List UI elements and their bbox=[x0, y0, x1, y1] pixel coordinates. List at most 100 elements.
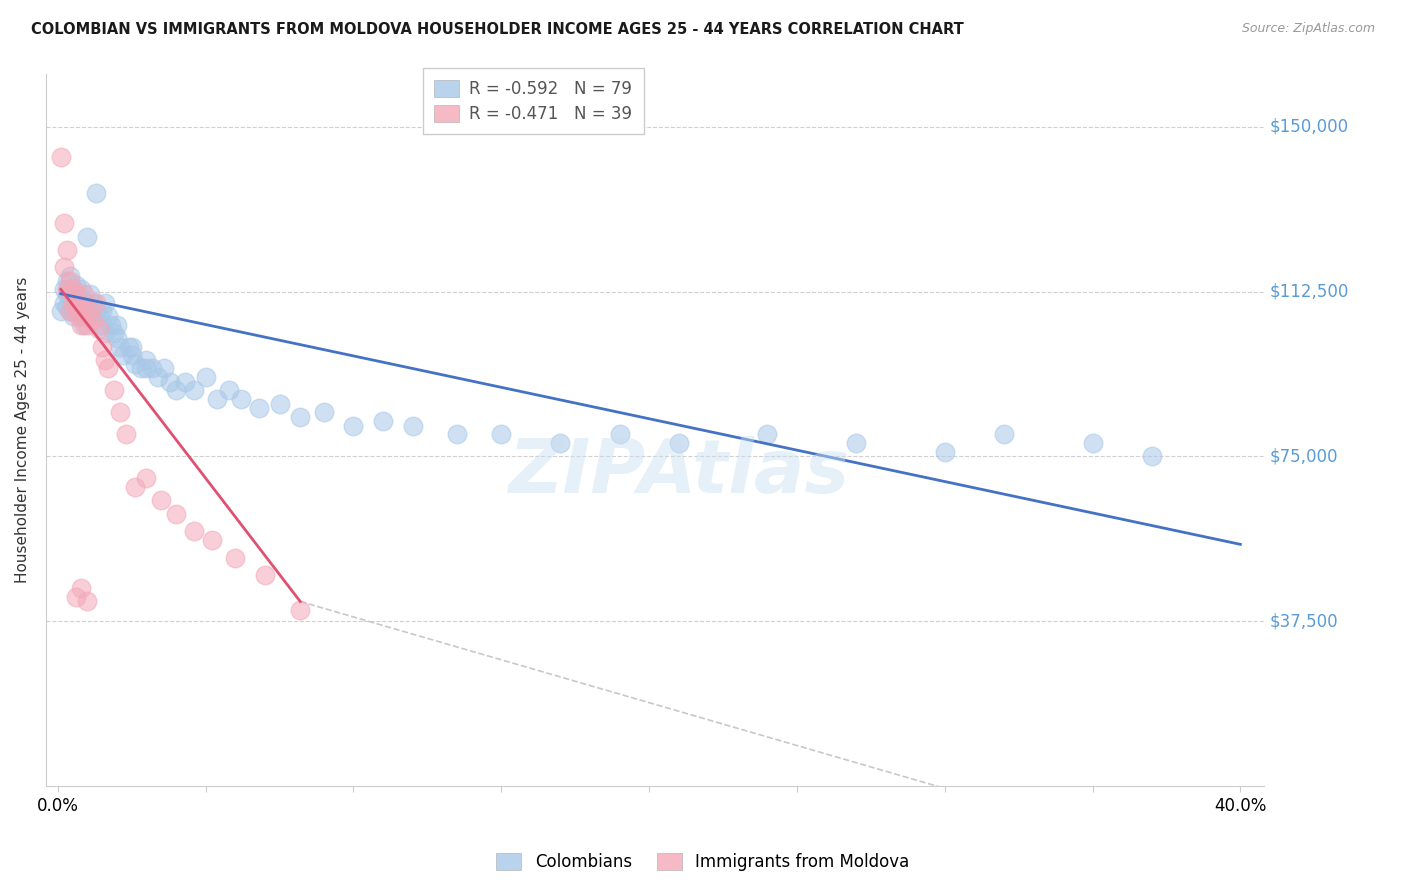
Point bbox=[121, 339, 143, 353]
Point bbox=[153, 361, 176, 376]
Point bbox=[73, 304, 96, 318]
Point bbox=[79, 286, 101, 301]
Point bbox=[446, 427, 468, 442]
Point bbox=[993, 427, 1015, 442]
Point bbox=[845, 436, 868, 450]
Point bbox=[105, 331, 128, 345]
Point bbox=[67, 304, 90, 318]
Text: $75,000: $75,000 bbox=[1270, 448, 1339, 466]
Point bbox=[207, 392, 229, 407]
Point bbox=[129, 361, 152, 376]
Point bbox=[82, 295, 104, 310]
Point bbox=[121, 348, 143, 362]
Point bbox=[62, 282, 84, 296]
Point bbox=[609, 427, 631, 442]
Point bbox=[49, 151, 72, 165]
Point bbox=[59, 274, 82, 288]
Point bbox=[200, 533, 222, 547]
Point bbox=[100, 318, 122, 332]
Point bbox=[135, 352, 157, 367]
Point bbox=[76, 229, 98, 244]
Point bbox=[65, 304, 87, 318]
Point bbox=[62, 309, 84, 323]
Point bbox=[1081, 436, 1104, 450]
Point bbox=[105, 318, 128, 332]
Point bbox=[224, 550, 246, 565]
Point bbox=[73, 304, 96, 318]
Point bbox=[290, 603, 312, 617]
Point bbox=[165, 384, 187, 398]
Point bbox=[94, 295, 117, 310]
Point bbox=[73, 318, 96, 332]
Point bbox=[70, 318, 93, 332]
Point bbox=[141, 361, 163, 376]
Point bbox=[756, 427, 779, 442]
Point bbox=[76, 309, 98, 323]
Point bbox=[269, 397, 291, 411]
Point bbox=[342, 418, 364, 433]
Text: $37,500: $37,500 bbox=[1270, 612, 1339, 631]
Point bbox=[55, 300, 77, 314]
Point bbox=[135, 361, 157, 376]
Point bbox=[108, 339, 131, 353]
Point bbox=[65, 304, 87, 318]
Point bbox=[247, 401, 270, 415]
Point bbox=[91, 339, 114, 353]
Point bbox=[67, 309, 90, 323]
Point bbox=[65, 286, 87, 301]
Point bbox=[84, 295, 107, 310]
Point bbox=[165, 507, 187, 521]
Point bbox=[70, 309, 93, 323]
Point bbox=[79, 304, 101, 318]
Point bbox=[934, 445, 956, 459]
Point bbox=[59, 304, 82, 318]
Point bbox=[62, 295, 84, 310]
Text: $112,500: $112,500 bbox=[1270, 283, 1350, 301]
Point bbox=[67, 295, 90, 310]
Point bbox=[290, 409, 312, 424]
Point bbox=[65, 590, 87, 604]
Point bbox=[76, 318, 98, 332]
Point bbox=[1140, 450, 1163, 464]
Point bbox=[174, 375, 197, 389]
Point bbox=[82, 313, 104, 327]
Point bbox=[65, 291, 87, 305]
Point bbox=[229, 392, 252, 407]
Point bbox=[150, 493, 173, 508]
Point bbox=[135, 471, 157, 485]
Point bbox=[94, 352, 117, 367]
Point bbox=[62, 295, 84, 310]
Point bbox=[97, 361, 120, 376]
Point bbox=[76, 295, 98, 310]
Point bbox=[194, 370, 217, 384]
Point bbox=[70, 282, 93, 296]
Point bbox=[550, 436, 572, 450]
Y-axis label: Householder Income Ages 25 - 44 years: Householder Income Ages 25 - 44 years bbox=[15, 277, 30, 583]
Point bbox=[73, 286, 96, 301]
Point bbox=[55, 243, 77, 257]
Point bbox=[70, 295, 93, 310]
Point bbox=[183, 384, 205, 398]
Point bbox=[55, 286, 77, 301]
Point bbox=[91, 318, 114, 332]
Point bbox=[401, 418, 423, 433]
Point bbox=[79, 304, 101, 318]
Point bbox=[253, 568, 276, 582]
Point bbox=[668, 436, 690, 450]
Legend: Colombians, Immigrants from Moldova: Colombians, Immigrants from Moldova bbox=[488, 845, 918, 880]
Point bbox=[84, 186, 107, 200]
Point bbox=[118, 339, 141, 353]
Point bbox=[97, 309, 120, 323]
Point bbox=[108, 405, 131, 419]
Point bbox=[52, 295, 75, 310]
Point bbox=[114, 427, 136, 442]
Point bbox=[91, 304, 114, 318]
Point bbox=[52, 260, 75, 275]
Point bbox=[59, 304, 82, 318]
Point bbox=[70, 582, 93, 596]
Point bbox=[491, 427, 513, 442]
Point bbox=[94, 326, 117, 341]
Point bbox=[183, 524, 205, 538]
Point bbox=[49, 304, 72, 318]
Point bbox=[65, 277, 87, 292]
